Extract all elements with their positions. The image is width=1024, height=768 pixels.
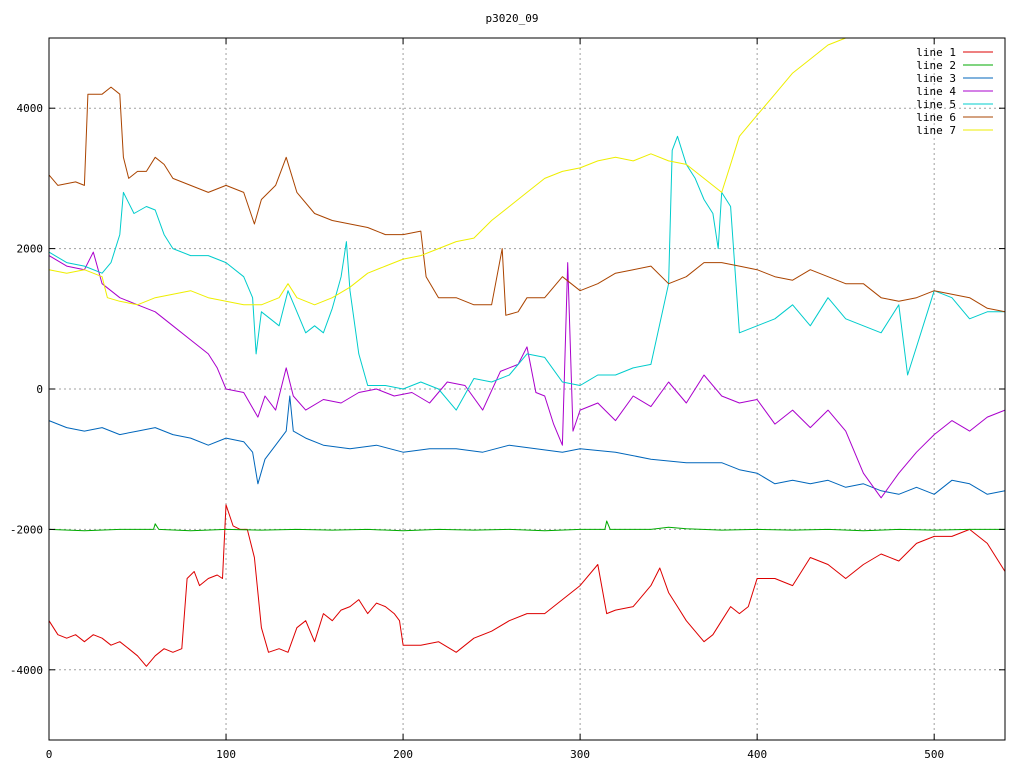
x-tick-label: 0: [46, 748, 53, 761]
legend-label-1: line 1: [916, 46, 956, 59]
y-tick-label: 4000: [17, 102, 44, 115]
y-tick-label: 0: [36, 383, 43, 396]
legend-label-2: line 2: [916, 59, 956, 72]
series-line-6: [48, 86, 1006, 316]
series-line-7: [48, 37, 1005, 306]
x-tick-label: 100: [216, 748, 236, 761]
series-group: [48, 37, 1006, 667]
series-line-4: [48, 251, 1006, 499]
x-tick-label: 200: [393, 748, 413, 761]
legend-label-7: line 7: [916, 124, 956, 137]
y-tick-label: 2000: [17, 243, 44, 256]
series-line-5: [48, 135, 1005, 411]
y-tick-label: -2000: [10, 523, 43, 536]
legend-label-4: line 4: [916, 85, 956, 98]
axes: [48, 37, 1006, 741]
x-tick-label: 400: [747, 748, 767, 761]
series-line-2: [48, 520, 1005, 532]
x-tick-label: 300: [570, 748, 590, 761]
x-tick-label: 500: [924, 748, 944, 761]
y-tick-label: -4000: [10, 664, 43, 677]
chart-title: p3020_09: [486, 12, 539, 25]
grid-lines: [49, 38, 1005, 740]
tick-labels: 0 100 200 300 400 500 -4000 -2000 0 2000 4000: [10, 102, 944, 761]
legend-label-3: line 3: [916, 72, 956, 85]
legend-label-5: line 5: [916, 98, 956, 111]
series-line-3: [48, 395, 1006, 495]
legend-label-6: line 6: [916, 111, 956, 124]
series-line-1: [48, 504, 1006, 667]
